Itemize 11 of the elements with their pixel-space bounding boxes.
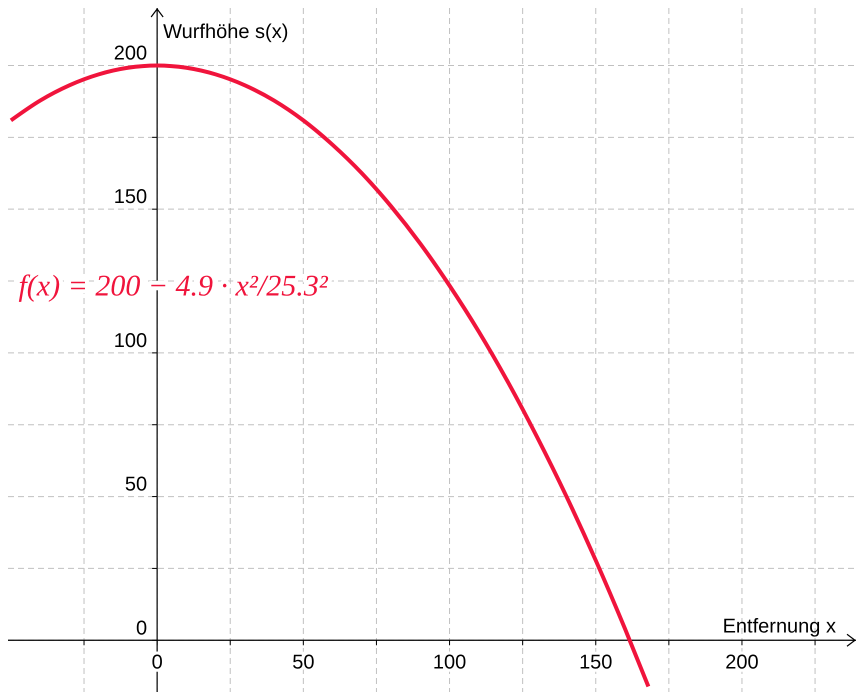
x-tick-label: 50 [292,651,314,674]
y-tick-label: 150 [114,186,148,208]
x-axis-title: Entfernung x [722,615,836,638]
x-tick-label: 150 [579,651,612,674]
y-tick-label: 50 [124,474,148,496]
x-tick-label: 200 [725,651,759,674]
y-tick-label: 200 [114,42,148,64]
x-tick-label: 100 [432,651,466,674]
y-tick-label: 0 [136,617,148,640]
y-axis-title: Wurfhöhe s(x) [163,21,288,43]
y-tick-label: 100 [114,330,148,352]
